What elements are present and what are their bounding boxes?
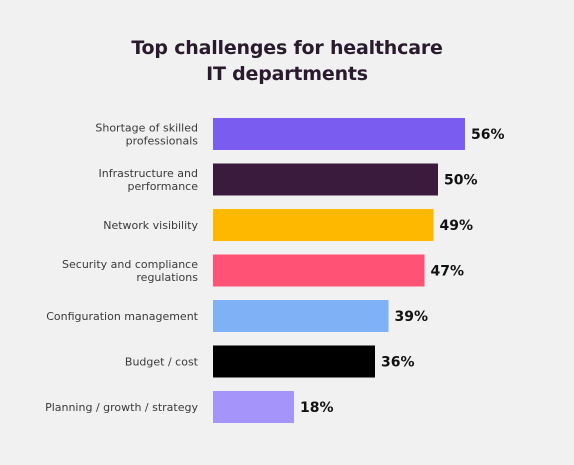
category-label-line: Security and compliance <box>62 258 198 271</box>
category-label-2: Infrastructure and performance <box>99 167 199 193</box>
bar-3 <box>213 209 434 241</box>
category-label-1: Shortage of skilled professionals <box>95 122 198 148</box>
category-label-line: Planning / growth / strategy <box>45 401 198 414</box>
bar-7 <box>213 391 294 423</box>
value-label-2: 50% <box>444 173 478 189</box>
bar-6 <box>213 345 375 378</box>
chart-title-line-2: IT departments <box>206 63 368 85</box>
value-label-3: 49% <box>440 218 474 234</box>
value-label-6: 36% <box>381 355 415 371</box>
category-label-line: Budget / cost <box>125 356 199 369</box>
bar-4 <box>213 254 425 287</box>
value-label-5: 39% <box>395 309 429 325</box>
category-label-line: performance <box>128 180 199 193</box>
category-label-6: Budget / cost <box>125 356 199 369</box>
category-label-line: Network visibility <box>103 219 198 232</box>
category-label-line: regulations <box>136 271 198 284</box>
bar-5 <box>213 300 389 332</box>
value-label-4: 47% <box>431 264 465 280</box>
category-label-7: Planning / growth / strategy <box>45 401 198 414</box>
category-label-3: Network visibility <box>103 219 198 232</box>
category-label-4: Security and compliance regulations <box>62 258 198 284</box>
bar-1 <box>213 118 465 150</box>
value-label-7: 18% <box>300 400 334 416</box>
chart-title-line-1: Top challenges for healthcare <box>131 37 443 59</box>
category-label-line: professionals <box>126 135 199 148</box>
category-label-line: Shortage of skilled <box>95 122 198 135</box>
category-label-line: Infrastructure and <box>99 167 198 180</box>
bar-2 <box>213 163 438 196</box>
value-label-1: 56% <box>471 127 505 143</box>
category-label-line: Configuration management <box>46 310 198 323</box>
category-label-5: Configuration management <box>46 310 198 323</box>
